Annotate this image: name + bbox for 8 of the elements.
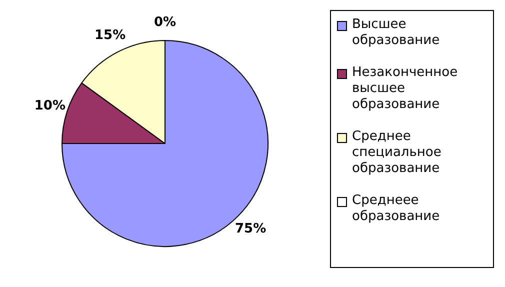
- legend-label: Среднее специальное образование: [352, 129, 442, 177]
- data-label: 75%: [234, 221, 266, 236]
- legend-label: Незаконченное высшее образование: [352, 65, 459, 113]
- legend-label: Высшее образование: [352, 17, 441, 49]
- data-label: 10%: [34, 98, 66, 114]
- text: 0%: [154, 14, 176, 30]
- data-label: 15%: [94, 28, 126, 44]
- legend-label: Среднеее образование: [352, 193, 441, 225]
